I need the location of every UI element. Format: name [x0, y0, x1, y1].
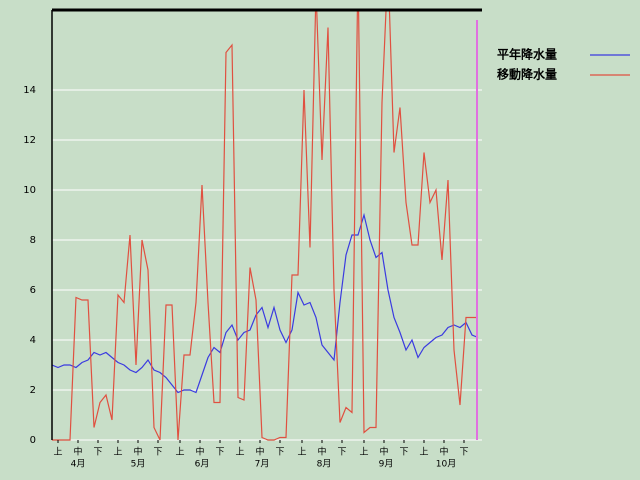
x-tick-label: 下	[459, 448, 468, 458]
x-tick-label: 上	[235, 447, 244, 458]
x-tick-label: 上	[359, 447, 368, 458]
x-tick-label: 下	[93, 448, 102, 458]
y-tick-label: 10	[23, 185, 36, 196]
x-tick-label: 中	[133, 446, 142, 458]
grid	[52, 89, 482, 441]
plot-area	[52, 10, 479, 441]
month-label: 4月	[71, 459, 86, 470]
x-tick-label: 下	[215, 448, 224, 458]
x-tick-label: 下	[153, 448, 162, 458]
y-tick-label: 6	[30, 285, 36, 296]
x-tick-label: 下	[275, 448, 284, 458]
x-tick-label: 上	[113, 447, 122, 458]
y-tick-label: 8	[30, 235, 36, 246]
month-label: 6月	[195, 459, 210, 470]
x-tick-label: 上	[297, 447, 306, 458]
x-tick-label: 下	[399, 448, 408, 458]
x-tick-label: 上	[419, 447, 428, 458]
x-tick-label: 上	[53, 447, 62, 458]
month-label: 7月	[255, 459, 270, 470]
legend-label: 移動降水量	[497, 67, 557, 82]
x-tick-label: 中	[439, 446, 448, 458]
x-tick-label: 中	[195, 446, 204, 458]
y-tick-label: 12	[23, 135, 36, 146]
x-tick-label: 上	[175, 447, 184, 458]
legend-label: 平年降水量	[497, 47, 557, 62]
x-tick-label: 中	[317, 446, 326, 458]
y-tick-label: 0	[30, 435, 36, 446]
series-line	[52, 212, 479, 394]
x-tick-label: 中	[255, 446, 264, 458]
x-tick-label: 中	[73, 446, 82, 458]
y-tick-label: 4	[30, 335, 36, 346]
month-label: 5月	[131, 459, 146, 470]
month-label: 10月	[436, 459, 456, 470]
y-tick-label: 2	[30, 385, 36, 396]
month-label: 9月	[379, 459, 394, 470]
month-label: 8月	[317, 459, 332, 470]
x-tick-label: 中	[379, 446, 388, 458]
y-tick-label: 14	[23, 85, 36, 96]
x-tick-label: 下	[337, 448, 346, 458]
series-line	[52, 10, 478, 441]
